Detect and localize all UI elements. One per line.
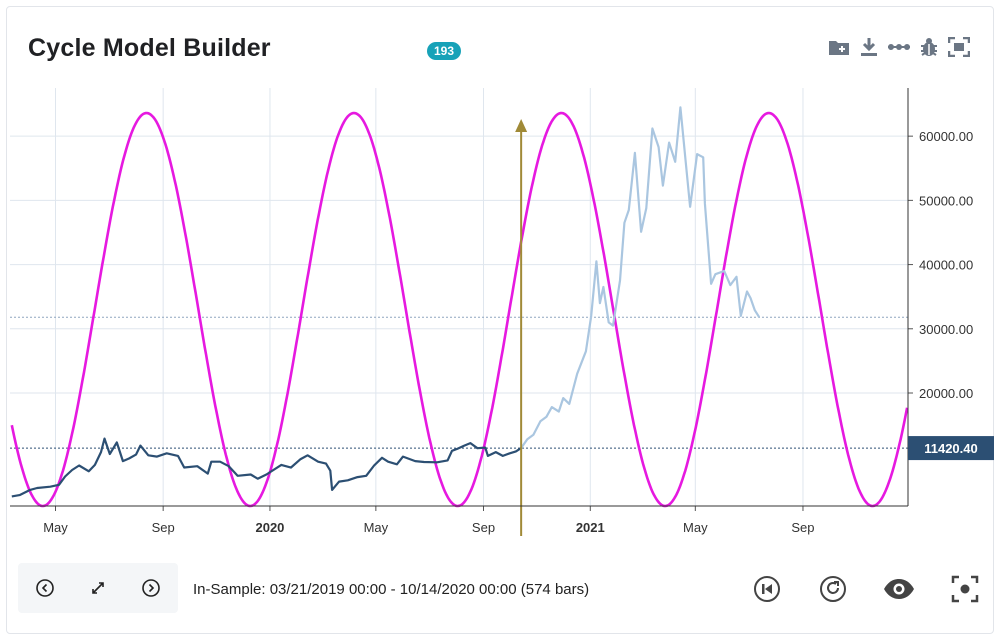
- x-tick-label: May: [683, 520, 708, 535]
- focus-icon[interactable]: [938, 570, 992, 608]
- x-tick-label: 2021: [576, 520, 605, 535]
- x-tick-label: 2020: [255, 520, 284, 535]
- action-controls: [740, 570, 992, 608]
- bug-icon[interactable]: [916, 36, 942, 58]
- page-title: Cycle Model Builder: [28, 34, 271, 62]
- count-badge: 193: [427, 42, 462, 60]
- last-price-tag: [908, 436, 994, 461]
- eye-icon[interactable]: [872, 570, 926, 608]
- chevron-right-icon[interactable]: [136, 573, 166, 603]
- y-tick-label: 20000.00: [919, 386, 973, 401]
- expand-icon[interactable]: [946, 36, 972, 58]
- navigation-controls: [18, 563, 178, 613]
- chart-grid: [10, 88, 908, 506]
- folder-plus-icon[interactable]: [826, 36, 852, 58]
- last-price-label: 11420.40: [924, 441, 978, 456]
- chart-toolbar: [826, 36, 972, 58]
- in-sample-price-line: [11, 437, 522, 498]
- chevron-left-icon[interactable]: [30, 573, 60, 603]
- in-sample-range: In-Sample: 03/21/2019 00:00 - 10/14/2020…: [193, 581, 590, 598]
- expand-arrows-icon[interactable]: [83, 573, 113, 603]
- skip-start-icon[interactable]: [740, 570, 794, 608]
- sample-end-arrow: [515, 119, 528, 132]
- x-tick-label: Sep: [152, 520, 175, 535]
- y-tick-label: 60000.00: [919, 129, 973, 144]
- chart-card: [6, 6, 994, 634]
- x-tick-label: Sep: [472, 520, 495, 535]
- y-tick-label: 40000.00: [919, 258, 973, 273]
- refresh-icon[interactable]: [806, 570, 860, 608]
- x-tick-label: Sep: [791, 520, 814, 535]
- out-sample-price-line: [520, 106, 761, 449]
- download-icon[interactable]: [856, 36, 882, 58]
- line-dots-icon[interactable]: [886, 36, 912, 58]
- y-tick-label: 30000.00: [919, 322, 973, 337]
- x-tick-label: May: [364, 520, 389, 535]
- y-tick-label: 50000.00: [919, 193, 973, 208]
- x-tick-label: May: [43, 520, 68, 535]
- chart-axes: 20000.00 30000.00 40000.00 50000.00 60000.00…: [10, 88, 994, 535]
- chart-series: [10, 106, 909, 536]
